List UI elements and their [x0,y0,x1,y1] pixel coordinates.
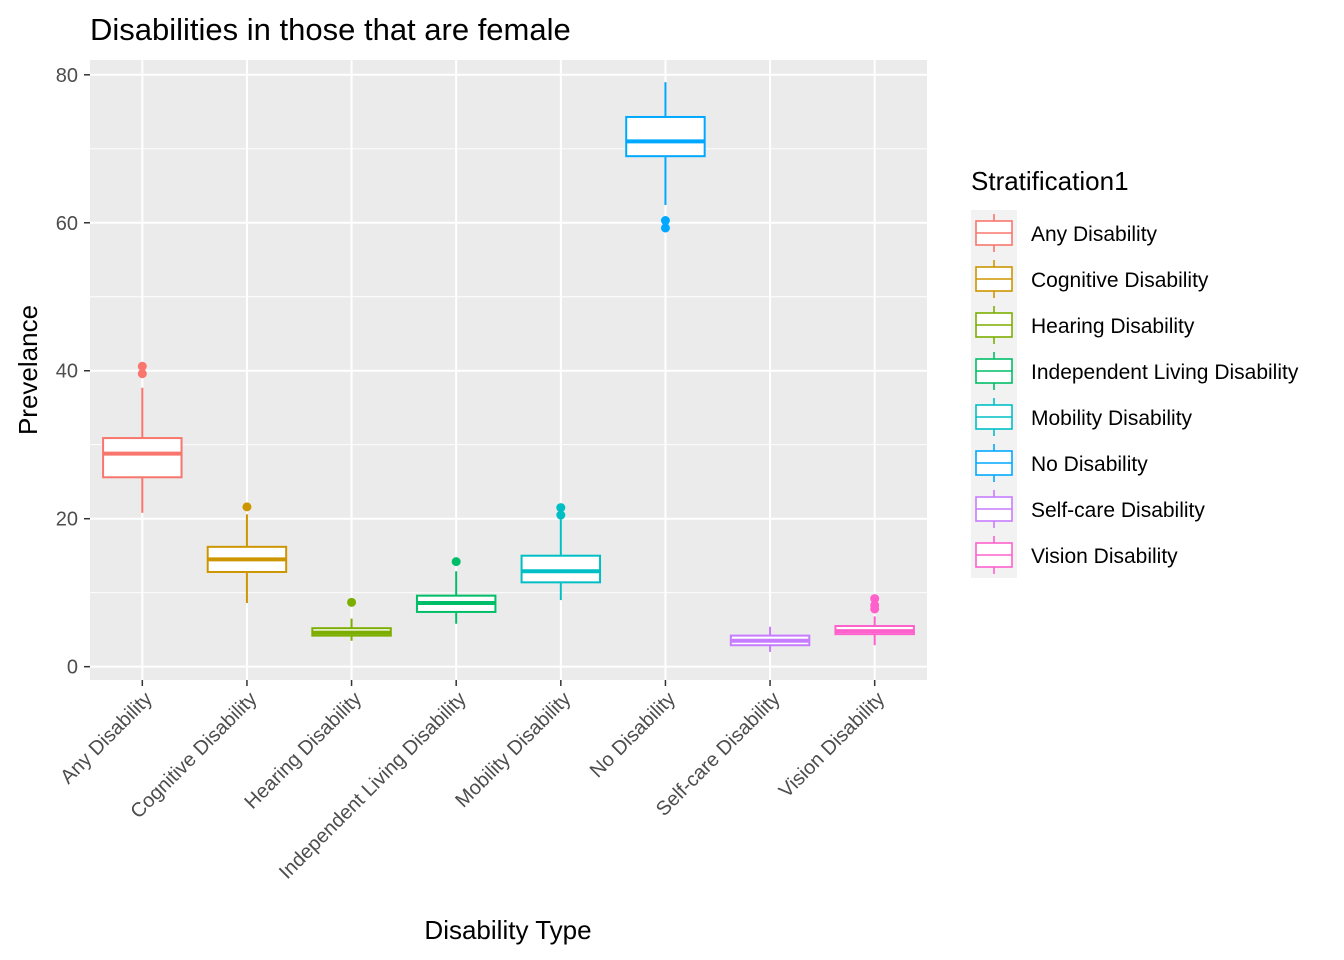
outlier-point [556,510,566,520]
legend-item-cognitive-disability: Cognitive Disability [975,260,1209,298]
boxplot-independent-living-disability [415,557,497,624]
outlier-point [347,597,357,607]
legend-item-hearing-disability: Hearing Disability [975,306,1195,344]
boxplot-vision-disability [834,594,915,646]
y-axis-title: Prevelance [13,305,43,435]
outlier-point [556,503,566,513]
legend-item-independent-living-disability: Independent Living Disability [975,352,1299,390]
y-tick-label: 60 [56,213,78,235]
outlier-point [242,502,252,512]
legend-item-self-care-disability: Self-care Disability [975,490,1205,528]
outlier-point [660,223,670,233]
outlier-point [870,594,880,604]
y-tick-label: 80 [56,65,78,87]
box [625,115,706,158]
legend-label: Any Disability [1031,223,1158,246]
outlier-point [137,361,147,371]
legend-title: Stratification1 [971,166,1129,196]
legend-label: Mobility Disability [1031,407,1193,430]
y-tick-label: 0 [67,657,78,679]
boxplot-cognitive-disability [206,502,288,604]
boxplot-mobility-disability [520,503,602,601]
outlier-point [870,600,880,610]
boxplot-hearing-disability [311,597,392,641]
outlier-point [137,369,147,379]
legend-label: Vision Disability [1031,545,1178,568]
boxplot-any-disability [102,361,183,513]
y-axis: 0 20 40 60 80 [56,65,90,679]
outlier-point [660,216,670,226]
y-tick-label: 20 [56,509,78,531]
x-tick-label: Any Disability [56,688,156,788]
legend-label: Cognitive Disability [1031,269,1209,292]
y-tick-label: 40 [56,361,78,383]
legend-item-any-disability: Any Disability [975,214,1158,252]
legend-item-vision-disability: Vision Disability [975,536,1178,574]
chart-title: Disabilities in those that are female [90,12,571,47]
x-tick-label: Vision Disability [775,688,889,802]
outlier-point [451,557,461,567]
box-layer [102,82,915,652]
box [520,554,602,584]
x-tick-label: No Disability [586,688,680,782]
boxplot-no-disability [625,82,706,233]
x-tick-label: Mobility Disability [451,688,575,812]
x-tick-label: Independent Living Disability [275,688,471,884]
legend-label: Self-care Disability [1031,499,1205,522]
legend-item-mobility-disability: Mobility Disability [975,398,1193,436]
x-axis-title: Disability Type [424,915,591,945]
legend: Stratification1 Any Disability Cognitive … [971,166,1299,578]
legend-label: Independent Living Disability [1031,361,1299,384]
legend-label: No Disability [1031,453,1148,476]
legend-label: Hearing Disability [1031,315,1195,338]
boxplot-self-care-disability [729,626,811,652]
legend-item-no-disability: No Disability [975,444,1148,482]
box [102,437,183,479]
